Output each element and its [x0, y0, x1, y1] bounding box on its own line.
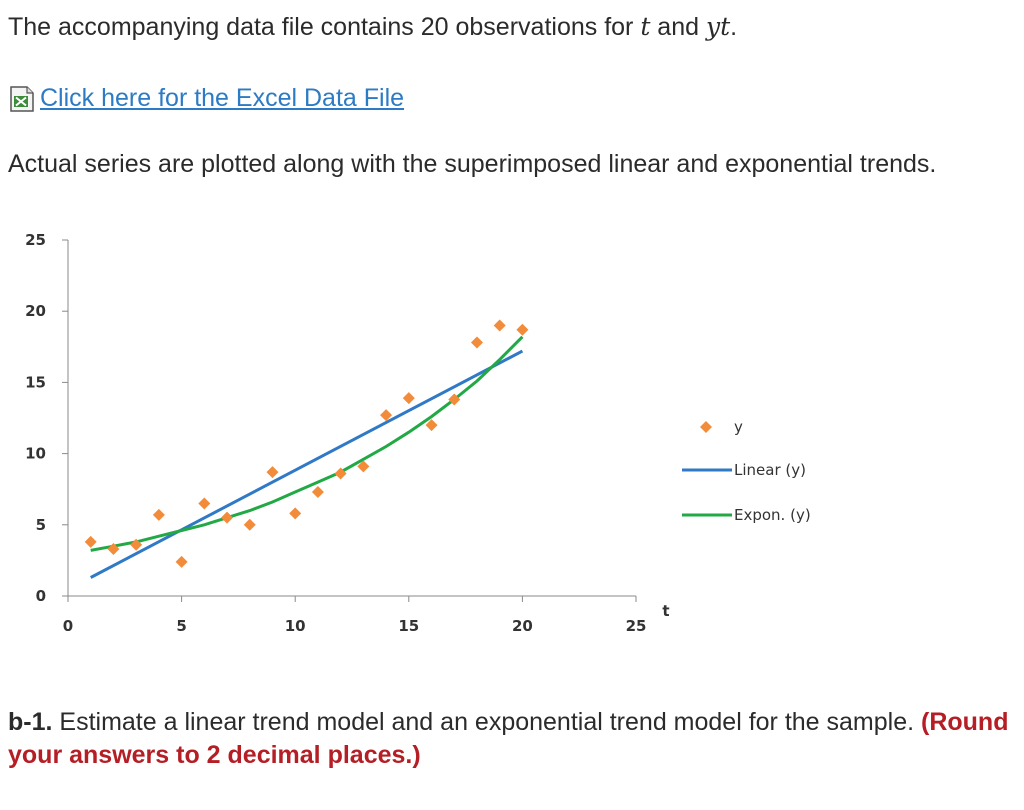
data-point-y — [380, 409, 393, 422]
data-point-y — [107, 543, 120, 556]
data-point-y — [198, 497, 211, 510]
excel-data-file-link[interactable]: Click here for the Excel Data File — [40, 84, 405, 112]
data-point-y — [448, 393, 461, 406]
data-point-y — [266, 466, 279, 479]
y-tick-label: 5 — [36, 516, 46, 534]
y-tick-label: 0 — [36, 587, 46, 605]
y-tick-label: 15 — [25, 373, 46, 391]
question-text: Estimate a linear trend model and an exp… — [52, 708, 922, 736]
x-tick-label: 15 — [398, 617, 419, 635]
y-tick-label: 10 — [25, 445, 46, 463]
y-tick-label: 20 — [25, 302, 46, 320]
linear-trend-line — [90, 349, 524, 579]
data-point-y — [221, 511, 234, 524]
chart-description: Actual series are plotted along with the… — [8, 150, 937, 178]
excel-file-icon[interactable] — [8, 85, 38, 113]
question-number: b-1. — [8, 708, 53, 736]
x-tick-label: 20 — [512, 617, 533, 635]
legend-label-exponential: Expon. (y) — [734, 506, 811, 524]
y-tick-label: 25 — [25, 231, 46, 249]
legend-label-linear: Linear (y) — [734, 461, 806, 479]
question-b1: b-1. Estimate a linear trend model and a… — [8, 706, 1018, 772]
intro-text-after: . — [730, 13, 738, 41]
data-point-y — [516, 323, 529, 336]
trend-chart: 0 5 10 15 20 25 0 5 10 15 20 25 t y Linear (y) Expon. (… — [25, 231, 811, 635]
x-axis-title: t — [662, 602, 669, 620]
data-point-y — [334, 467, 347, 480]
x-tick-label: 0 — [63, 617, 73, 635]
data-point-y — [470, 336, 483, 349]
data-point-y — [357, 460, 370, 473]
intro-var-y: yt — [705, 12, 731, 41]
data-file-link-row[interactable]: Click here for the Excel Data File — [8, 84, 404, 113]
x-tick-label: 10 — [285, 617, 306, 635]
data-point-y — [152, 508, 165, 521]
data-point-y — [84, 535, 97, 548]
data-point-y — [289, 507, 302, 520]
data-point-y — [175, 555, 188, 568]
x-tick-label: 5 — [176, 617, 186, 635]
x-tick-label: 25 — [626, 617, 647, 635]
intro-text-before: The accompanying data file contains 20 o… — [8, 13, 641, 41]
data-point-y — [130, 538, 143, 551]
intro-text: The accompanying data file contains 20 o… — [8, 10, 737, 44]
exponential-trend-line — [90, 335, 524, 552]
data-point-y — [243, 518, 256, 531]
data-point-y — [311, 486, 324, 499]
data-point-y — [493, 319, 506, 332]
data-point-y — [402, 392, 415, 405]
legend-label-y: y — [734, 418, 743, 436]
rounding-note: (Round your answers to 2 decimal places.… — [8, 708, 1009, 769]
data-point-y — [425, 419, 438, 432]
intro-text-and: and — [650, 13, 706, 41]
intro-var-t: t — [640, 12, 651, 41]
legend-marker-y — [700, 421, 712, 433]
